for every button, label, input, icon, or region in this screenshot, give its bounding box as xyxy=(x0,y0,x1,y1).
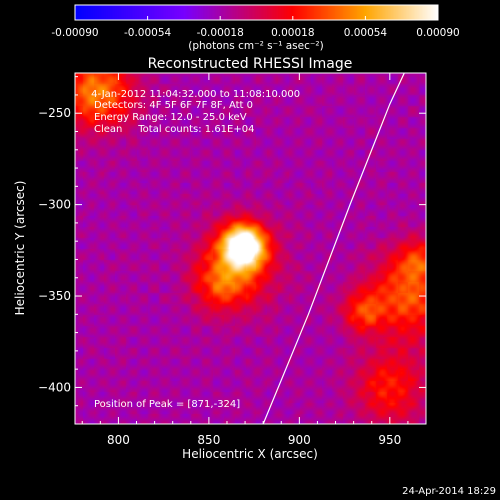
colorbar-tick-label: -0.00054 xyxy=(124,27,172,39)
colorbar-ticks: -0.00090 -0.00054 -0.00018 0.00018 0.00054 0.… xyxy=(51,16,460,39)
info-detectors: Detectors: 4F 5F 6F 7F 8F, Att 0 xyxy=(94,100,253,111)
info-time-range: 4-Jan-2012 11:04:32.000 to 11:08:10.000 xyxy=(88,89,300,100)
x-tick-label: 850 xyxy=(197,433,220,447)
y-tick-label: −300 xyxy=(38,198,71,212)
generation-timestamp: 24-Apr-2014 18:29 xyxy=(402,486,496,497)
info-total-counts: Clean Total counts: 1.61E+04 xyxy=(94,124,254,135)
colorbar xyxy=(75,5,438,20)
colorbar-tick-label: -0.00018 xyxy=(197,27,244,39)
rhessi-image-heatmap xyxy=(75,73,426,424)
x-tick-label: 800 xyxy=(107,433,130,447)
y-tick-label: −350 xyxy=(38,289,71,303)
colorbar-tick-label: 0.00018 xyxy=(271,27,314,39)
y-tick-label: −250 xyxy=(38,106,71,120)
solar-limb-line xyxy=(262,72,405,425)
peak-position-label: Position of Peak = [871,-324] xyxy=(94,399,240,410)
x-tick-label: 900 xyxy=(288,433,311,447)
axis-ticks: 800 850 900 950 −250 −300 −350 −400 xyxy=(38,73,426,447)
solar-limb-curve xyxy=(262,72,405,425)
x-axis-label: Heliocentric X (arcsec) xyxy=(182,447,318,461)
colorbar-units: (photons cm⁻² s⁻¹ asec⁻²) xyxy=(188,40,323,52)
colorbar-tick-label: -0.00090 xyxy=(51,27,98,39)
y-axis-label: Heliocentric Y (arcsec) xyxy=(13,181,27,316)
x-tick-label: 950 xyxy=(378,433,401,447)
colorbar-tick-label: 0.00054 xyxy=(344,27,388,39)
colorbar-tick-label: 0.00090 xyxy=(416,27,459,39)
y-tick-label: −400 xyxy=(38,380,71,394)
plot-frame xyxy=(74,72,427,425)
chart-title: Reconstructed RHESSI Image xyxy=(148,56,353,72)
colorbar-frame xyxy=(74,4,439,21)
info-energy-range: Energy Range: 12.0 - 25.0 keV xyxy=(94,112,247,123)
